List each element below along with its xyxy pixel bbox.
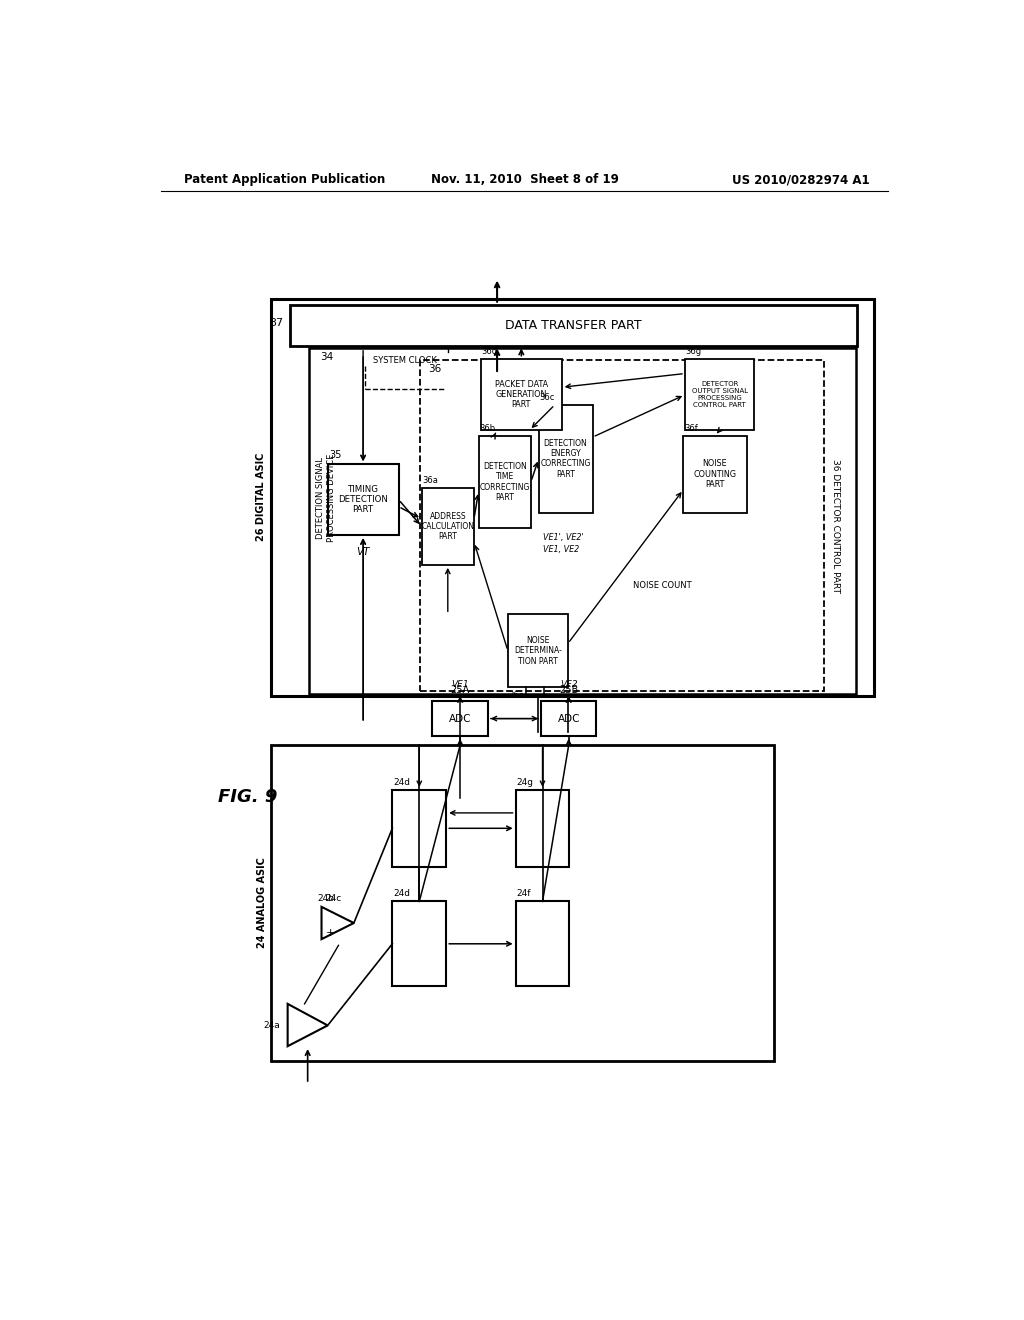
Text: Nov. 11, 2010  Sheet 8 of 19: Nov. 11, 2010 Sheet 8 of 19 — [431, 173, 618, 186]
Bar — [685, 359, 755, 430]
Text: 36c: 36c — [540, 393, 555, 401]
Text: 36: 36 — [428, 364, 441, 374]
Bar — [309, 348, 856, 693]
Bar — [683, 436, 746, 512]
Text: ADDRESS
CALCULATION
PART: ADDRESS CALCULATION PART — [421, 512, 474, 541]
Text: 36d: 36d — [481, 347, 498, 355]
Text: 26 DIGITAL ASIC: 26 DIGITAL ASIC — [256, 453, 266, 541]
Bar — [508, 614, 568, 688]
Text: 36 DETECTOR CONTROL PART: 36 DETECTOR CONTROL PART — [831, 458, 841, 593]
Text: 24d: 24d — [393, 890, 411, 899]
Bar — [271, 744, 774, 1061]
Text: 24a: 24a — [263, 1020, 280, 1030]
Bar — [541, 701, 596, 737]
Bar — [481, 359, 562, 430]
Text: DETECTION SIGNAL
PROCESSING DEVICE: DETECTION SIGNAL PROCESSING DEVICE — [316, 453, 336, 541]
Bar — [271, 298, 873, 696]
Bar — [422, 488, 474, 565]
Text: SYSTEM CLOCK: SYSTEM CLOCK — [373, 355, 437, 364]
Text: DETECTOR
OUTPUT SIGNAL
PROCESSING
CONTROL PART: DETECTOR OUTPUT SIGNAL PROCESSING CONTRO… — [691, 381, 748, 408]
Text: 24g: 24g — [516, 777, 534, 787]
Bar — [420, 360, 823, 692]
Text: 36e: 36e — [509, 692, 524, 700]
Text: US 2010/0282974 A1: US 2010/0282974 A1 — [732, 173, 869, 186]
Text: NOISE
COUNTING
PART: NOISE COUNTING PART — [693, 459, 736, 488]
Text: DETECTION
TIME
CORRECTING
PART: DETECTION TIME CORRECTING PART — [479, 462, 530, 502]
Text: +: + — [326, 928, 335, 939]
Text: TIMING
DETECTION
PART: TIMING DETECTION PART — [338, 484, 388, 515]
Bar — [478, 436, 531, 528]
Text: 36g: 36g — [686, 347, 701, 356]
Text: VE1: VE1 — [452, 680, 469, 689]
Bar — [432, 701, 487, 737]
Text: NOISE
DETERMINA-
TION PART: NOISE DETERMINA- TION PART — [514, 636, 562, 665]
Bar — [515, 789, 569, 867]
Bar — [328, 465, 398, 535]
Text: 24c: 24c — [326, 894, 342, 903]
Text: NOISE COUNT: NOISE COUNT — [633, 581, 691, 590]
Text: 24d: 24d — [393, 777, 411, 787]
Text: 24b: 24b — [317, 894, 335, 903]
Text: 24 ANALOG ASIC: 24 ANALOG ASIC — [257, 858, 267, 949]
Text: 36b: 36b — [479, 424, 496, 433]
Text: VE2: VE2 — [560, 680, 578, 689]
Text: 25B: 25B — [559, 685, 579, 696]
Text: VE1, VE2: VE1, VE2 — [543, 545, 579, 554]
Bar — [392, 902, 446, 986]
Text: 24f: 24f — [516, 890, 530, 899]
Text: Patent Application Publication: Patent Application Publication — [184, 173, 386, 186]
Text: 35: 35 — [330, 450, 342, 461]
Bar — [539, 405, 593, 512]
Text: DATA TRANSFER PART: DATA TRANSFER PART — [505, 318, 642, 331]
Text: 34: 34 — [319, 352, 333, 363]
Text: FIG. 9: FIG. 9 — [218, 788, 278, 807]
Text: PACKET DATA
GENERATION
PART: PACKET DATA GENERATION PART — [495, 380, 548, 409]
Bar — [515, 902, 569, 986]
Text: 25A: 25A — [451, 685, 470, 696]
Text: DETECTION
ENERGY
CORRECTING
PART: DETECTION ENERGY CORRECTING PART — [541, 438, 591, 479]
Text: 37: 37 — [269, 318, 284, 327]
Bar — [290, 305, 857, 346]
Bar — [392, 789, 446, 867]
Text: VE1', VE2': VE1', VE2' — [543, 533, 584, 541]
Text: ADC: ADC — [449, 714, 471, 723]
Text: 36f: 36f — [684, 424, 698, 433]
Text: VT: VT — [356, 546, 370, 557]
Text: ADC: ADC — [557, 714, 580, 723]
Text: 36a: 36a — [422, 477, 438, 484]
